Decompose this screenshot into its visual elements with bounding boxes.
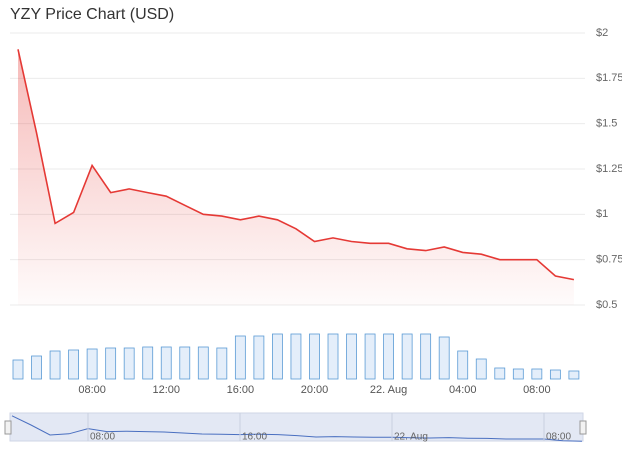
volume-bar [272, 333, 283, 380]
volume-bar [31, 355, 42, 380]
navigator-label: 16:00 [242, 432, 267, 443]
volume-bar [549, 369, 561, 380]
volume-bar [234, 335, 246, 380]
volume-bar [12, 359, 24, 380]
x-tick-label: 08:00 [523, 384, 551, 396]
y-tick-label: $1.25 [596, 163, 622, 175]
y-tick-label: $0.5 [596, 299, 617, 311]
y-tick-label: $2 [596, 27, 608, 39]
volume-bar [197, 346, 209, 380]
volume-bar [105, 347, 117, 380]
navigator-handle[interactable] [579, 420, 587, 435]
volume-bar [309, 333, 320, 380]
volume-bar [512, 368, 524, 380]
volume-bar [327, 333, 339, 380]
x-tick-label: 16:00 [227, 384, 255, 396]
volume-bar [568, 370, 580, 380]
chart-title: YZY Price Chart (USD) [10, 6, 174, 23]
volume-bar [290, 333, 302, 380]
navigator-label: 22. Aug [394, 432, 428, 443]
volume-bar [86, 348, 98, 380]
x-tick-label: 20:00 [301, 384, 329, 396]
navigator-background [9, 412, 584, 442]
volume-bar [49, 350, 61, 380]
navigator-label: 08:00 [546, 432, 571, 443]
volume-bar [438, 336, 450, 380]
y-tick-label: $0.75 [596, 254, 622, 266]
y-tick-label: $1 [596, 208, 608, 220]
volume-bar [383, 333, 395, 380]
x-tick-label: 12:00 [152, 384, 180, 396]
x-tick-label: 08:00 [78, 384, 106, 396]
volume-bar [253, 335, 265, 380]
volume-bar [68, 349, 79, 380]
volume-bar [457, 350, 469, 380]
volume-bar [531, 368, 543, 380]
navigator-handle[interactable] [4, 420, 12, 435]
volume-bar [346, 333, 357, 380]
y-tick-label: $1.5 [596, 118, 617, 130]
volume-bar [401, 333, 413, 380]
volume-bar [475, 358, 487, 380]
area-fill [18, 49, 574, 305]
volume-bar [216, 347, 228, 380]
volume-bar [364, 333, 376, 380]
x-tick-label: 04:00 [449, 384, 477, 396]
volume-bar [494, 367, 506, 380]
x-tick-label: 22. Aug [370, 384, 407, 396]
volume-bar [179, 346, 191, 380]
navigator-label: 08:00 [90, 432, 115, 443]
y-tick-label: $1.75 [596, 72, 622, 84]
volume-bar [142, 346, 154, 380]
volume-bar [420, 333, 432, 380]
volume-bar [123, 347, 135, 380]
volume-bar [160, 346, 172, 380]
navigator-line [11, 415, 583, 442]
price-line [17, 49, 575, 281]
